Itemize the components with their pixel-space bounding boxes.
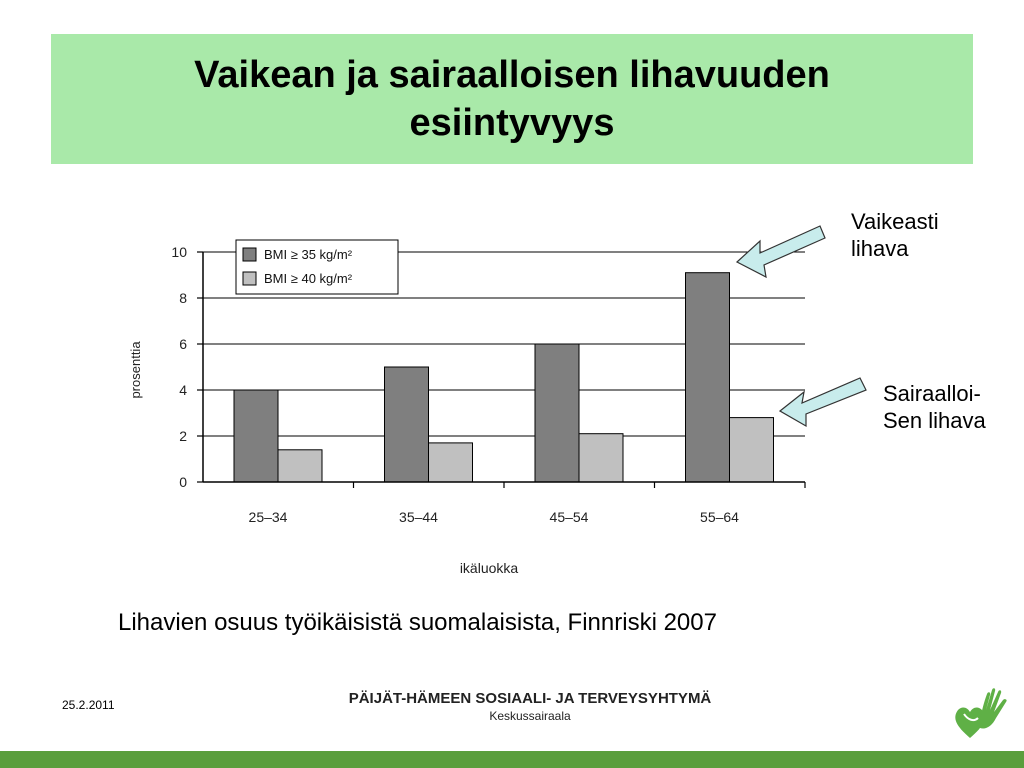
bar-layer xyxy=(233,272,774,483)
x-tick-label: 55–64 xyxy=(700,509,739,525)
callout-morbid-line-1: Sairaalloi- xyxy=(883,381,981,406)
bar-severe-1 xyxy=(233,389,279,483)
legend: BMI ≥ 35 kg/m² BMI ≥ 40 kg/m² xyxy=(235,239,399,295)
bar-chart: 0 2 4 6 8 10 25–34 35–44 45–54 55–64 prosenttia i… xyxy=(128,225,867,576)
bar-morbid-4 xyxy=(729,417,774,483)
x-tick-label: 35–44 xyxy=(399,509,438,525)
y-tick-label: 8 xyxy=(179,290,187,306)
x-tick-label: 45–54 xyxy=(550,509,589,525)
footer-bar xyxy=(0,751,1024,768)
callout-severe-line-2: lihava xyxy=(851,236,909,261)
bar-morbid-1 xyxy=(277,449,323,483)
bar-morbid-2 xyxy=(428,442,473,483)
bar-severe-4 xyxy=(685,272,730,483)
y-tick-label: 2 xyxy=(179,428,187,444)
legend-label-morbid: BMI ≥ 40 kg/m² xyxy=(264,271,353,286)
legend-swatch-severe xyxy=(242,247,257,262)
chart-caption: Lihavien osuus työikäisistä suomalaisist… xyxy=(118,609,717,636)
callout-severe-line-1: Vaikeasti xyxy=(851,209,939,234)
y-tick-label: 4 xyxy=(179,382,187,398)
x-tick-label: 25–34 xyxy=(249,509,288,525)
bar-severe-2 xyxy=(384,366,429,483)
slide-title: Vaikean ja sairaalloisen lihavuuden esii… xyxy=(194,54,830,144)
hand-heart-icon xyxy=(955,688,1007,738)
y-tick-label: 6 xyxy=(179,336,187,352)
tick-layer: 0 2 4 6 8 10 25–34 35–44 45–54 55–64 xyxy=(171,244,806,525)
title-banner: Vaikean ja sairaalloisen lihavuuden esii… xyxy=(51,34,973,164)
bar-morbid-3 xyxy=(578,433,624,483)
organization-name: PÄIJÄT-HÄMEEN SOSIAALI- JA TERVEYSYHTYMÄ xyxy=(348,690,712,707)
y-tick-label: 10 xyxy=(171,244,187,260)
bar-severe-3 xyxy=(534,343,580,483)
organization-unit: Keskussairaala xyxy=(489,709,571,723)
y-tick-label: 0 xyxy=(179,474,187,490)
arrow-severe-icon xyxy=(735,225,826,279)
x-axis-label: ikäluokka xyxy=(460,560,519,576)
legend-swatch-morbid xyxy=(242,271,257,286)
callout-severe: Vaikeasti lihava xyxy=(851,208,939,262)
footer-organization: PÄIJÄT-HÄMEEN SOSIAALI- JA TERVEYSYHTYMÄ… xyxy=(280,690,780,723)
footer-date: 25.2.2011 xyxy=(62,698,115,712)
callout-morbid: Sairaalloi- Sen lihava xyxy=(883,380,986,434)
callout-arrows xyxy=(735,225,867,428)
y-axis-label: prosenttia xyxy=(128,341,143,399)
legend-box xyxy=(235,239,399,295)
arrow-morbid-icon xyxy=(778,377,867,428)
legend-label-severe: BMI ≥ 35 kg/m² xyxy=(264,247,353,262)
callout-morbid-line-2: Sen lihava xyxy=(883,408,986,433)
